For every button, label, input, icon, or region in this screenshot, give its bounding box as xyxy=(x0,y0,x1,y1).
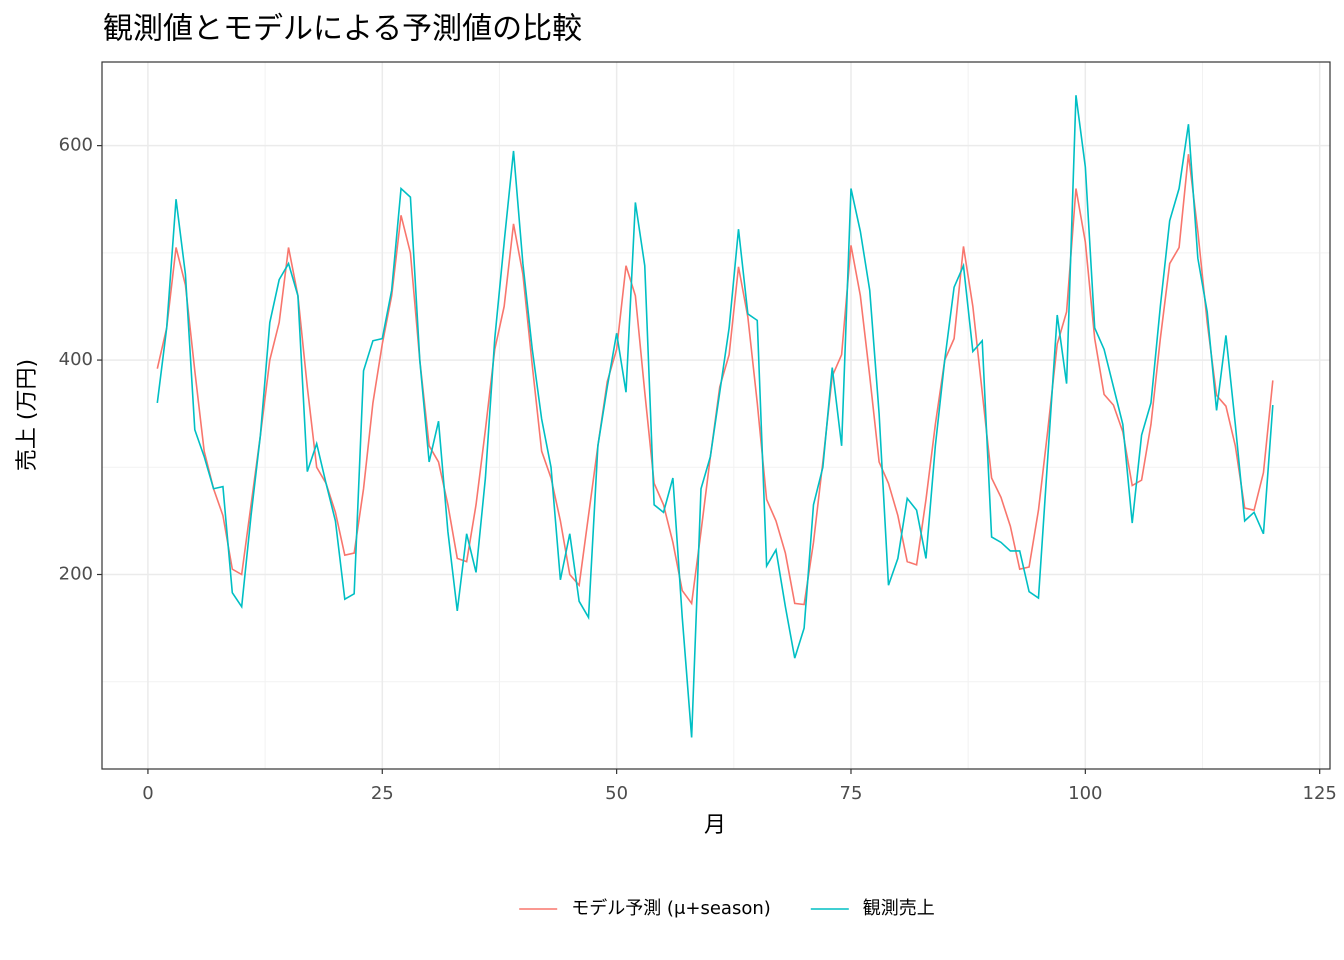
legend-text: モデル予測 (μ+season) xyxy=(571,898,771,919)
data-line xyxy=(156,95,1274,738)
legend-text: 観測売上 xyxy=(863,898,935,919)
x-tick-label: 0 xyxy=(142,783,153,804)
x-tick-label: 125 xyxy=(1303,783,1337,804)
y-tick-label: 200 xyxy=(59,564,93,585)
x-tick-label: 75 xyxy=(840,783,863,804)
x-axis-title: 月 xyxy=(704,813,726,838)
y-axis-title: 売上 (万円) xyxy=(15,359,40,471)
y-tick-label: 600 xyxy=(59,135,93,156)
plot-border xyxy=(101,61,1331,770)
x-tick-label: 100 xyxy=(1068,783,1102,804)
chart-title: 観測値とモデルによる予測値の比較 xyxy=(103,12,582,47)
x-tick-label: 50 xyxy=(605,783,628,804)
y-tick-label: 400 xyxy=(59,349,93,370)
x-tick-label: 25 xyxy=(371,783,394,804)
data-line xyxy=(156,154,1274,606)
legend: モデル予測 (μ+season) 観測売上 xyxy=(519,898,935,919)
